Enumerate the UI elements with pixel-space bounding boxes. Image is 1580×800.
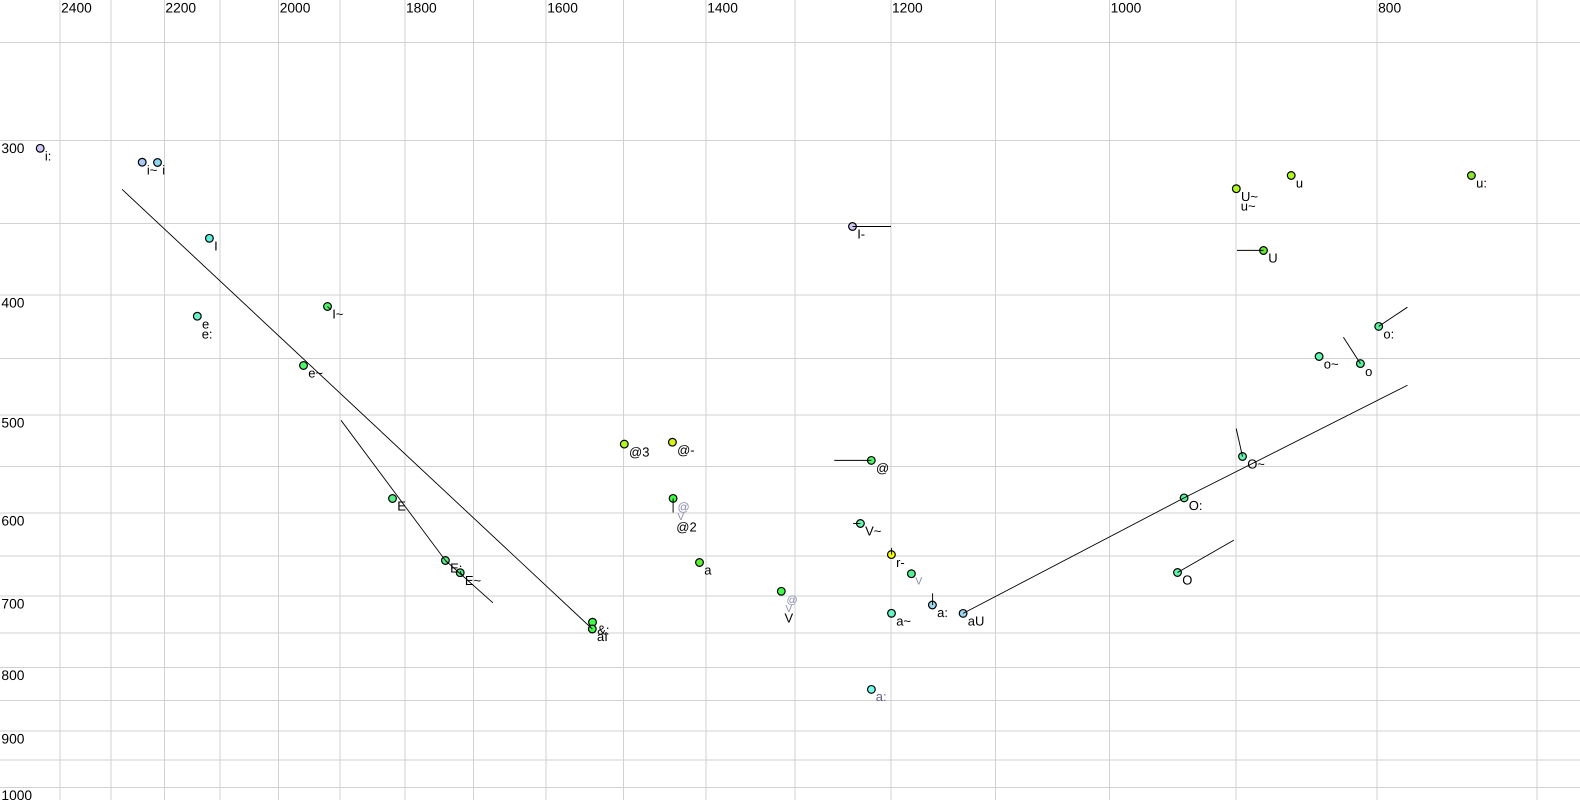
svg-text:a:: a: xyxy=(937,605,948,620)
svg-text:2400: 2400 xyxy=(61,0,92,15)
svg-text:600: 600 xyxy=(1,514,24,529)
svg-text:O: O xyxy=(1182,573,1192,588)
svg-text:o: o xyxy=(1365,364,1372,379)
svg-text:a:: a: xyxy=(876,689,887,704)
svg-text:400: 400 xyxy=(1,296,24,311)
svg-text:900: 900 xyxy=(1,731,24,746)
svg-text:u~: u~ xyxy=(1241,198,1256,213)
svg-text:1400: 1400 xyxy=(707,0,738,15)
svg-text:V: V xyxy=(786,604,793,615)
svg-text:I-: I- xyxy=(857,227,865,242)
svg-text:a~: a~ xyxy=(896,614,911,629)
svg-text:E:: E: xyxy=(450,561,462,576)
svg-text:o~: o~ xyxy=(1324,357,1339,372)
svg-text:i:: i: xyxy=(45,149,52,164)
svg-text:I: I xyxy=(214,239,218,254)
svg-text:O~: O~ xyxy=(1247,457,1265,472)
svg-text:@: @ xyxy=(678,500,690,514)
svg-text:800: 800 xyxy=(1378,0,1401,15)
svg-text:2200: 2200 xyxy=(165,0,196,15)
svg-text:2000: 2000 xyxy=(280,0,311,15)
svg-text:@3: @3 xyxy=(629,444,649,459)
svg-text:1200: 1200 xyxy=(892,0,923,15)
svg-text:U: U xyxy=(1268,251,1277,266)
svg-text:@2: @2 xyxy=(676,520,696,535)
svg-text:800: 800 xyxy=(1,668,24,683)
svg-text:E~: E~ xyxy=(465,573,482,588)
svg-text:u:: u: xyxy=(1476,176,1487,191)
svg-text:@: @ xyxy=(787,595,798,607)
svg-text:aI: aI xyxy=(597,629,608,644)
svg-text:V: V xyxy=(915,576,922,588)
svg-text:r-: r- xyxy=(896,555,905,570)
svg-text:O:: O: xyxy=(1189,498,1203,513)
svg-text:U~: U~ xyxy=(1241,189,1258,204)
svg-text:e~: e~ xyxy=(308,366,323,381)
svg-text:1800: 1800 xyxy=(406,0,437,15)
svg-text:I~: I~ xyxy=(332,307,344,322)
svg-text:1600: 1600 xyxy=(547,0,578,15)
svg-text:i~: i~ xyxy=(147,162,158,177)
svg-text:300: 300 xyxy=(1,141,24,156)
svg-text:a: a xyxy=(704,563,712,578)
svg-text:500: 500 xyxy=(1,416,24,431)
svg-text:@-: @- xyxy=(677,442,695,457)
svg-text:V~: V~ xyxy=(865,524,882,539)
svg-text:1000: 1000 xyxy=(1,788,32,800)
svg-text:i: i xyxy=(162,163,165,178)
svg-text:700: 700 xyxy=(1,596,24,611)
svg-text:e: e xyxy=(202,316,209,331)
svg-text:1000: 1000 xyxy=(1111,0,1142,15)
svg-text:V: V xyxy=(785,611,794,626)
svg-text:e:: e: xyxy=(202,326,213,341)
svg-text:E: E xyxy=(397,499,406,514)
svg-text:&:: &: xyxy=(597,622,609,637)
svg-text:o:: o: xyxy=(1383,327,1394,342)
svg-text:aU: aU xyxy=(968,614,985,629)
svg-text:V: V xyxy=(678,512,685,523)
svg-text:u: u xyxy=(1296,176,1303,191)
svg-text:@: @ xyxy=(876,461,889,476)
